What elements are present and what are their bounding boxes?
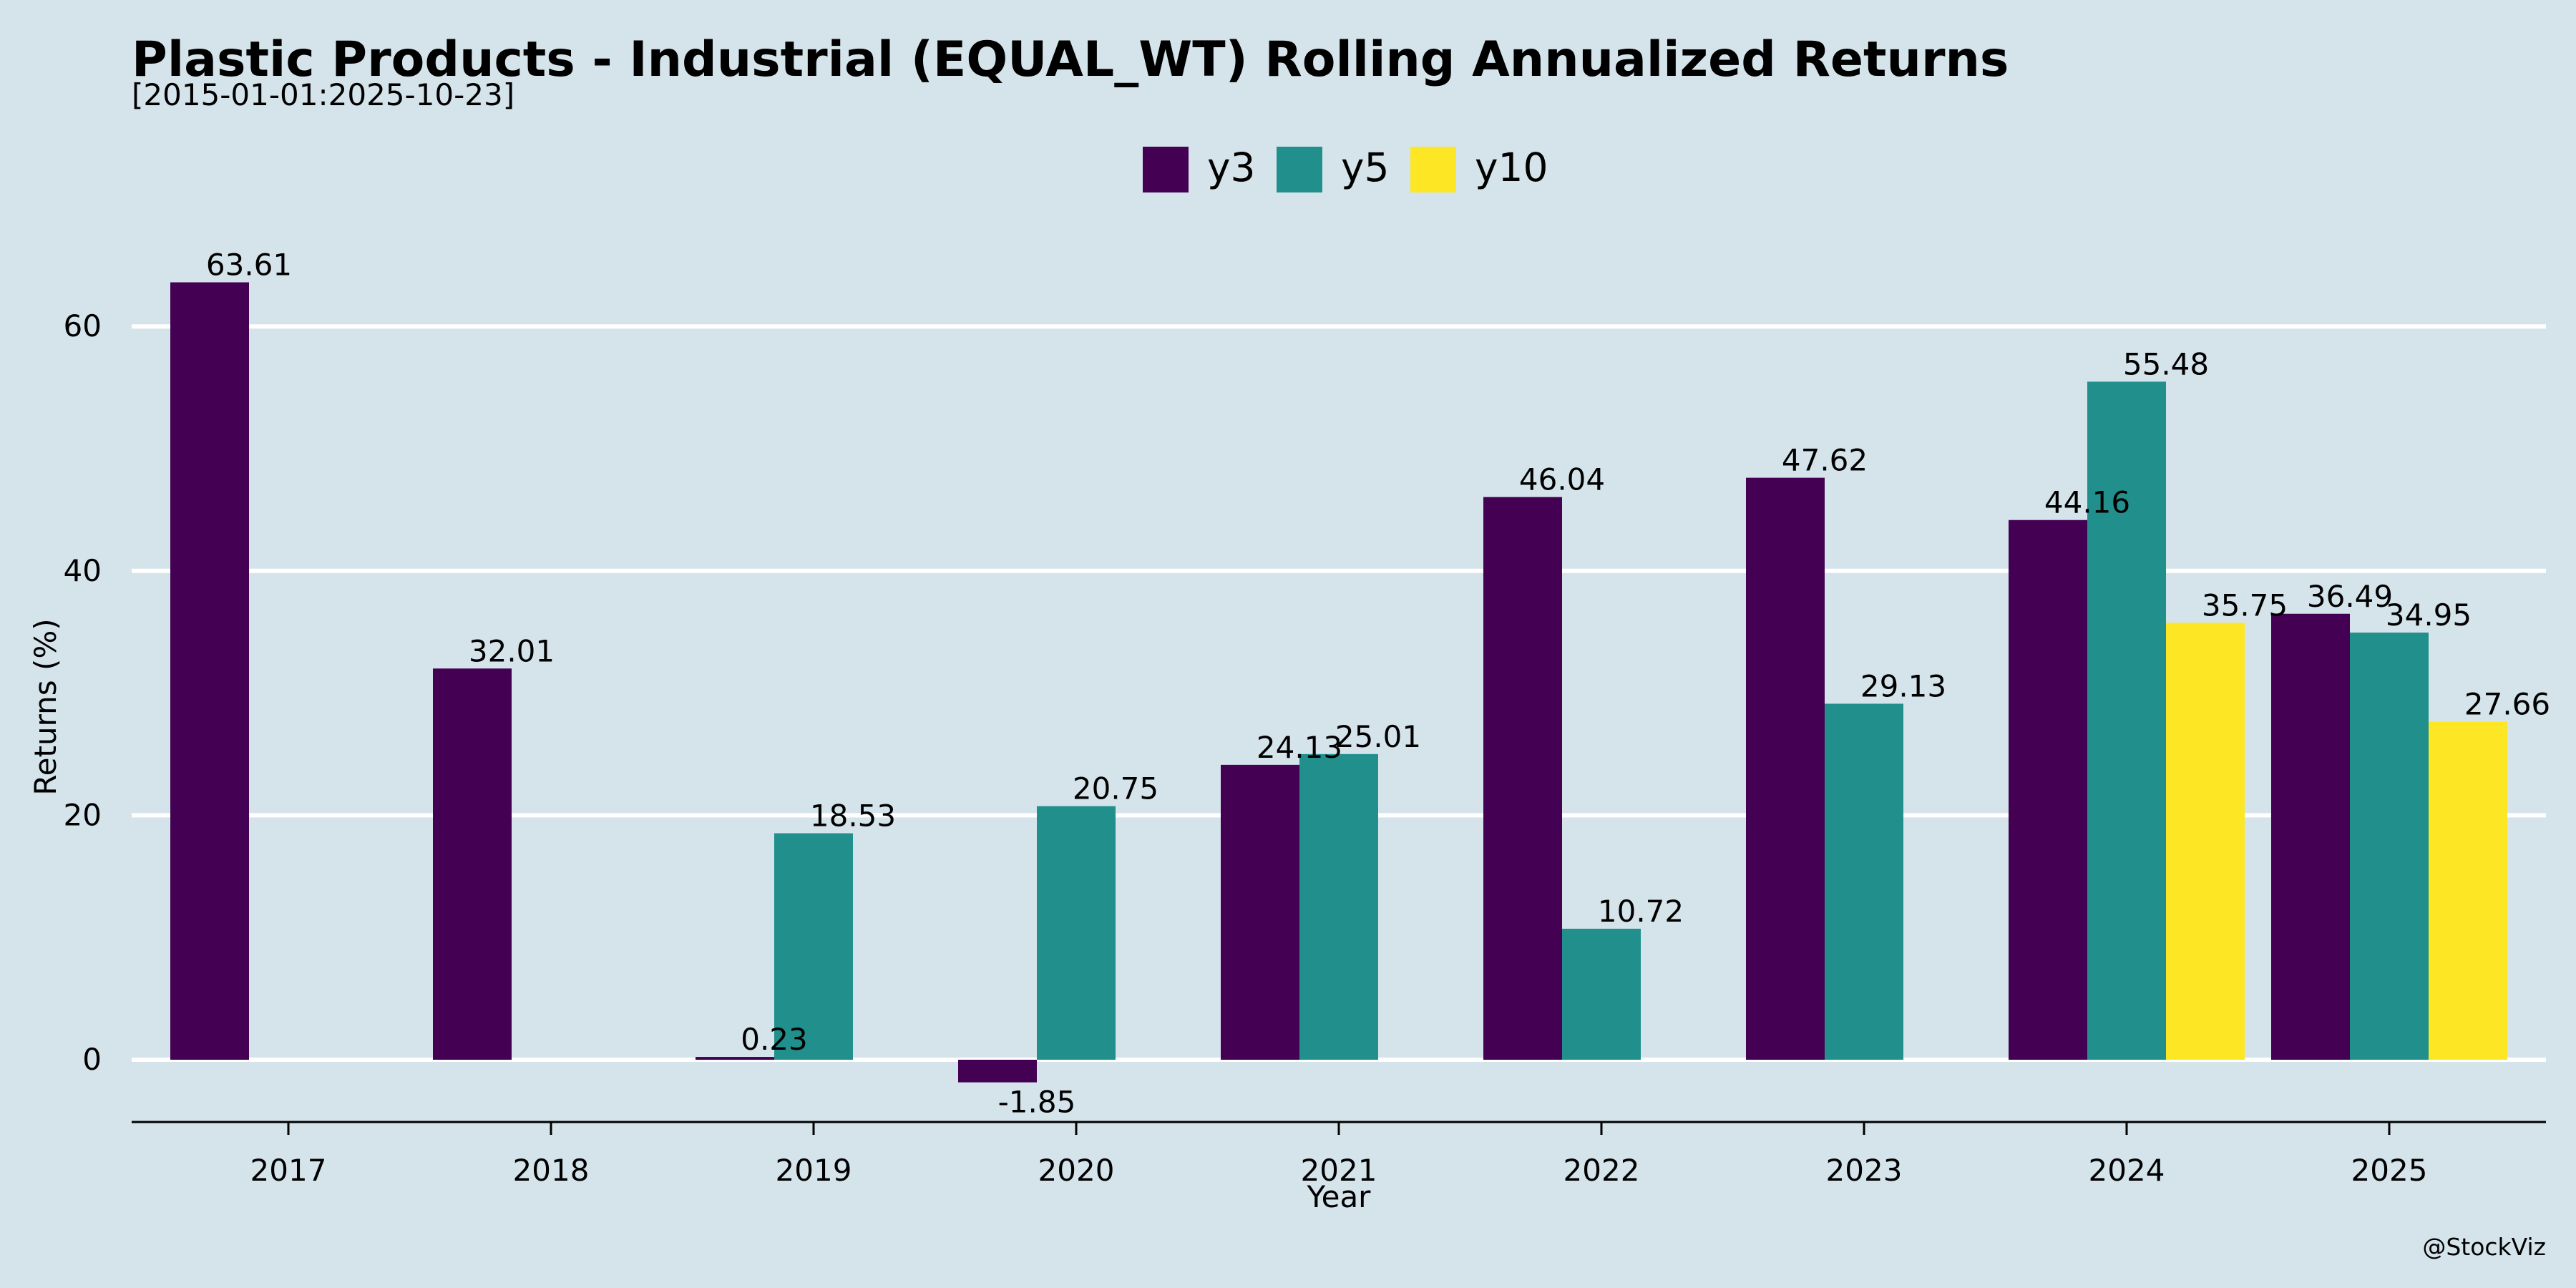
legend-label-y10: y10 [1475,145,1548,190]
bars [170,282,2507,1083]
data-label: 32.01 [469,633,555,668]
x-tick-label: 2022 [1563,1153,1640,1188]
data-label: -1.85 [998,1085,1076,1120]
bar-y5-2020 [1037,806,1116,1060]
data-label: 36.49 [2307,579,2393,614]
data-label: 0.23 [741,1022,808,1057]
x-tick-label: 2018 [513,1153,590,1188]
bar-y5-2025 [2350,633,2429,1060]
y-axis-label: Returns (%) [28,618,63,795]
x-tick-label: 2019 [776,1153,852,1188]
bar-y3-2020 [958,1060,1037,1083]
bar-y3-2022 [1483,497,1562,1060]
axes: 2017 2018 2019 2020 2021 2022 2023 2024 2025 [132,1121,2546,1188]
x-tick-label: 2025 [2351,1153,2428,1188]
bar-y3-2023 [1746,477,1825,1060]
legend-swatch-y3 [1143,147,1189,192]
y-tick-label: 40 [64,553,102,588]
bar-y3-2017 [170,282,249,1060]
data-label: 29.13 [1860,668,1946,703]
data-label: 34.95 [2386,597,2472,633]
watermark: @StockViz [2422,1233,2546,1261]
data-label: 47.62 [1782,443,1868,478]
bar-y5-2019 [774,833,853,1060]
data-label: 46.04 [1519,462,1605,497]
bar-y3-2025 [2271,613,2350,1060]
data-label: 18.53 [810,799,896,834]
x-tick-label: 2020 [1038,1153,1115,1188]
bar-y5-2023 [1825,703,1903,1060]
x-tick-label: 2021 [1301,1153,1377,1188]
y-tick-label: 60 [64,308,102,343]
data-label: 55.48 [2123,346,2209,381]
bar-y3-2021 [1221,764,1299,1060]
bar-y3-2024 [2009,519,2087,1060]
y-tick-label: 20 [64,797,102,832]
data-labels: 63.61 32.01 0.23 -1.85 24.13 46.04 47.62 44.16 3… [206,248,2550,1120]
x-axis-label: Year [1307,1179,1372,1214]
legend-swatch-y10 [1410,147,1456,192]
legend-label-y3: y3 [1207,145,1256,190]
data-label: 35.75 [2202,587,2288,623]
x-tick-label: 2017 [250,1153,327,1188]
x-tick-label: 2024 [2089,1153,2165,1188]
data-label: 44.16 [2044,485,2130,520]
chart-subtitle: [2015-01-01:2025-10-23] [132,77,515,112]
legend: y3 y5 y10 [1143,145,1548,192]
chart-title: Plastic Products - Industrial (EQUAL_WT)… [132,31,2009,88]
y-tick-label: 0 [82,1042,102,1077]
data-label: 63.61 [206,248,292,283]
x-tick-label: 2023 [1826,1153,1903,1188]
bar-y5-2021 [1299,753,1378,1060]
legend-label-y5: y5 [1341,145,1390,190]
bar-y3-2018 [433,668,512,1060]
data-label: 27.66 [2464,687,2550,722]
bar-y10-2025 [2429,721,2507,1060]
data-label: 25.01 [1335,719,1421,754]
bar-y3-2019 [696,1057,774,1060]
bar-y5-2022 [1562,928,1641,1060]
legend-swatch-y5 [1277,147,1322,192]
data-label: 20.75 [1073,771,1158,806]
data-label: 24.13 [1257,730,1342,765]
bar-y10-2024 [2166,623,2245,1060]
bar-y5-2024 [2087,381,2166,1060]
data-label: 10.72 [1598,894,1684,929]
